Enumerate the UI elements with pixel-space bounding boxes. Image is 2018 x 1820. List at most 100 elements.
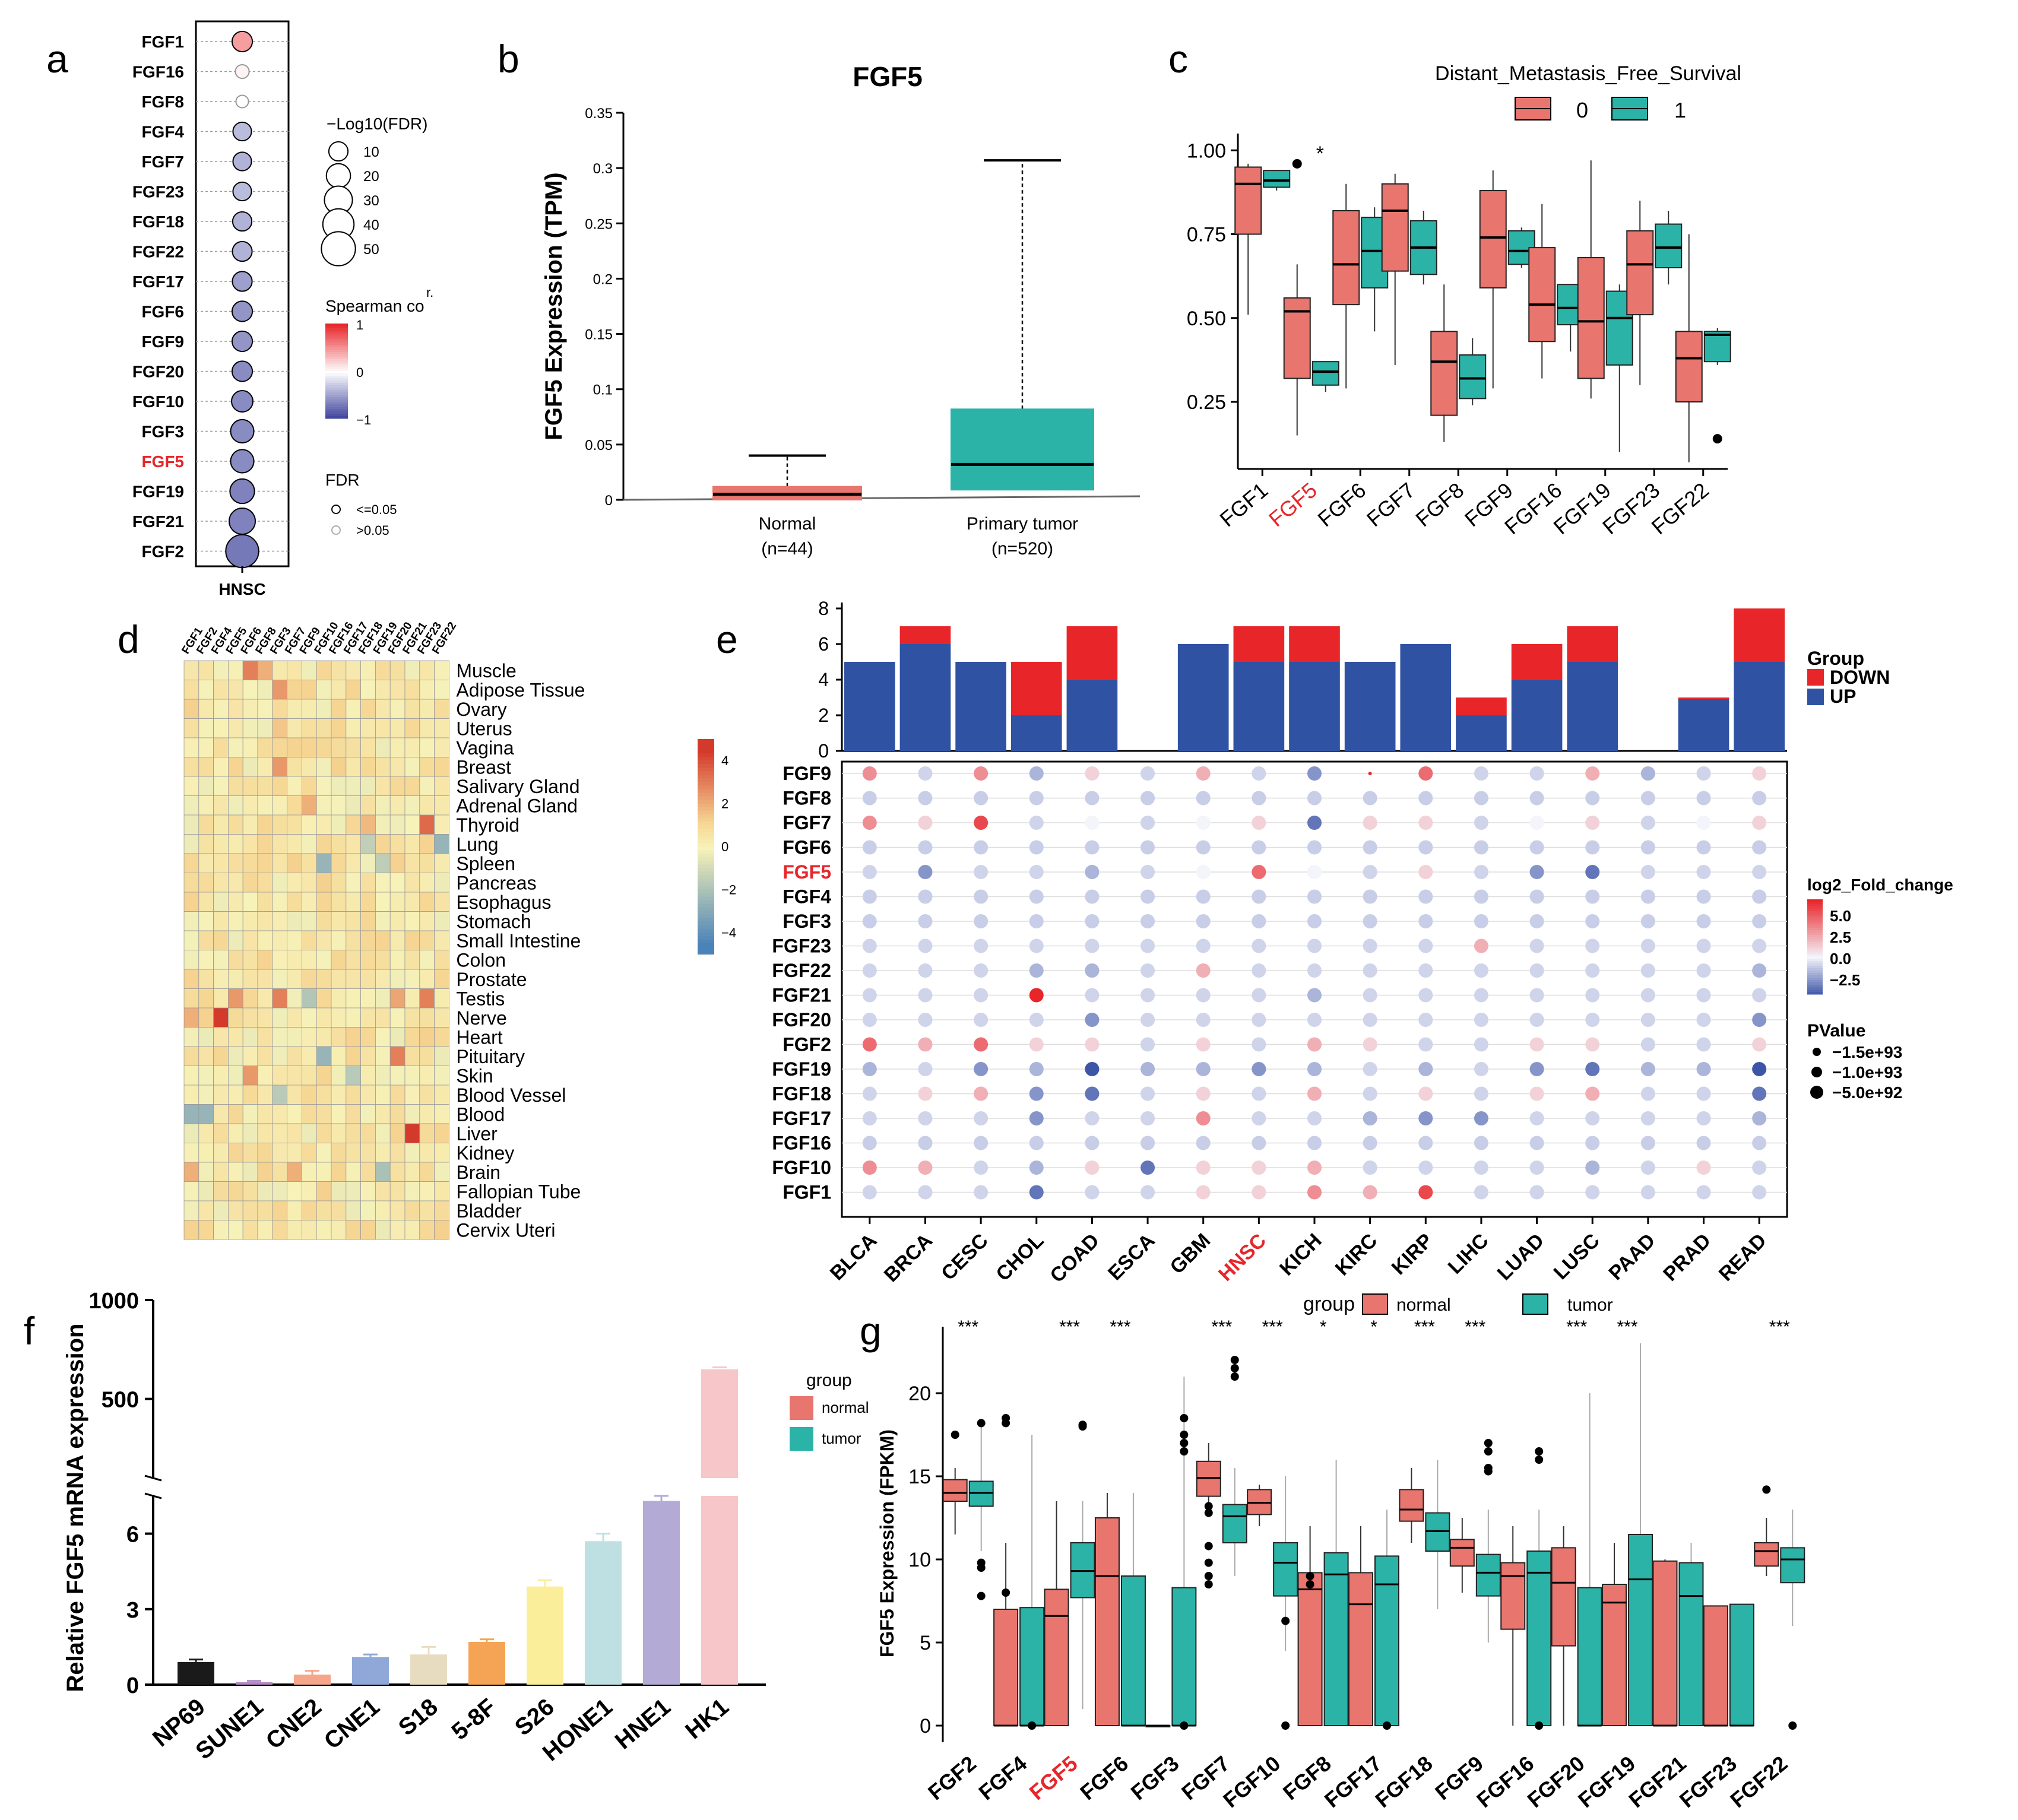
dot xyxy=(1585,1086,1600,1101)
heatmap-cell xyxy=(213,757,229,777)
significance-label: *** xyxy=(1465,1317,1485,1337)
heatmap-cell xyxy=(404,1104,420,1124)
colorbar-tick-label: −2.5 xyxy=(1830,971,1860,989)
gene-label: FGF2 xyxy=(141,543,184,561)
dot xyxy=(1363,938,1377,953)
cancer-label: GBM xyxy=(1165,1229,1215,1279)
dot xyxy=(1085,1111,1100,1125)
heatmap-cell xyxy=(183,795,199,816)
size-legend-dot xyxy=(328,141,349,162)
outlier-point xyxy=(1712,434,1722,444)
dot xyxy=(1196,1185,1211,1200)
heatmap-cell xyxy=(257,795,273,816)
heatmap-cell xyxy=(272,814,287,835)
colorbar-segment xyxy=(698,743,714,747)
outlier-point xyxy=(1762,1485,1771,1494)
heatmap-cell xyxy=(404,1143,420,1163)
gene-label: FGF10 xyxy=(132,392,184,411)
dot xyxy=(1029,988,1044,1003)
bar-down-BRCA xyxy=(899,626,951,644)
heatmap-cell xyxy=(419,1104,435,1124)
heatmap-cell xyxy=(242,814,258,835)
heatmap-cell xyxy=(257,660,273,680)
dot xyxy=(1029,889,1044,904)
heatmap-cell xyxy=(434,1104,449,1124)
dot xyxy=(918,1185,933,1200)
heatmap-cell xyxy=(389,795,405,816)
heatmap-cell xyxy=(346,1143,361,1163)
colorbar-segment xyxy=(1807,911,1823,914)
dot xyxy=(1363,1111,1377,1125)
heatmap-cell xyxy=(331,795,347,816)
heatmap-cell xyxy=(316,873,332,893)
heatmap-cell xyxy=(242,699,258,719)
box xyxy=(1449,1539,1475,1567)
colorbar-segment xyxy=(698,914,714,919)
colorbar-segment xyxy=(698,928,714,933)
heatmap-cell xyxy=(301,969,317,989)
dot-FGF10 xyxy=(231,390,254,413)
colorbar-segment xyxy=(325,359,348,362)
dot xyxy=(1252,1013,1266,1027)
dot xyxy=(1363,988,1377,1003)
box xyxy=(1626,230,1654,316)
colorbar-segment xyxy=(698,832,714,836)
colorbar-segment xyxy=(1807,949,1823,952)
heatmap-cell xyxy=(257,1085,273,1105)
dot xyxy=(1363,1037,1377,1052)
heatmap-cell xyxy=(242,834,258,854)
heatmap-cell xyxy=(360,1027,376,1047)
cancer-label: ESCA xyxy=(1104,1229,1160,1285)
heatmap-cell xyxy=(287,737,302,757)
box xyxy=(942,1479,968,1502)
heatmap-cell xyxy=(434,1066,449,1086)
heatmap-cell xyxy=(316,892,332,912)
y-axis-label: Relative FGF5 mRNA expression xyxy=(62,1324,88,1692)
heatmap-cell xyxy=(272,892,287,912)
colorbar-segment xyxy=(1807,985,1823,988)
outlier-point xyxy=(1002,1419,1010,1428)
heatmap-cell xyxy=(419,680,435,700)
dot xyxy=(1085,1037,1100,1052)
heatmap-cell xyxy=(213,1143,229,1163)
heatmap-cell xyxy=(389,930,405,950)
heatmap-cell xyxy=(287,1104,302,1124)
x-axis xyxy=(623,495,1141,501)
dot xyxy=(1029,1185,1044,1200)
dot xyxy=(1252,1062,1266,1076)
heatmap-cell xyxy=(301,930,317,950)
colorbar-segment xyxy=(698,817,714,822)
dot xyxy=(1418,865,1433,879)
colorbar-segment xyxy=(698,918,714,922)
heatmap-cell xyxy=(227,737,243,757)
category-label: FGF10 xyxy=(1218,1751,1285,1812)
heatmap-cell xyxy=(213,776,229,796)
heatmap-cell xyxy=(360,680,376,700)
category-label: FGF7 xyxy=(1362,478,1420,532)
heatmap-cell xyxy=(331,853,347,873)
heatmap-cell xyxy=(213,1181,229,1201)
heatmap-cell xyxy=(375,776,391,796)
colorbar-segment xyxy=(325,364,348,367)
cancer-label: KIRC xyxy=(1331,1229,1382,1280)
heatmap-cell xyxy=(183,892,199,912)
bar-up-PRAD xyxy=(1678,699,1729,751)
dot xyxy=(1363,840,1377,855)
dot xyxy=(1585,963,1600,978)
side-legend-key-normal xyxy=(790,1396,813,1420)
dot xyxy=(1640,1037,1655,1052)
dot xyxy=(1085,963,1100,978)
heatmap-cell xyxy=(257,930,273,950)
heatmap-cell xyxy=(331,680,347,700)
dot xyxy=(1529,889,1544,904)
colorbar-segment xyxy=(325,354,348,357)
gene-label: FGF3 xyxy=(783,911,831,932)
colorbar-tick-label: 5.0 xyxy=(1830,907,1851,925)
top-legend-tumor: tumor xyxy=(1567,1295,1613,1315)
box xyxy=(1263,170,1291,188)
row-label: Blood xyxy=(456,1104,505,1125)
outlier-point xyxy=(1204,1508,1213,1517)
heatmap-cell xyxy=(198,1007,214,1028)
category-label: FGF6 xyxy=(1313,478,1371,532)
dot xyxy=(1752,1161,1767,1175)
